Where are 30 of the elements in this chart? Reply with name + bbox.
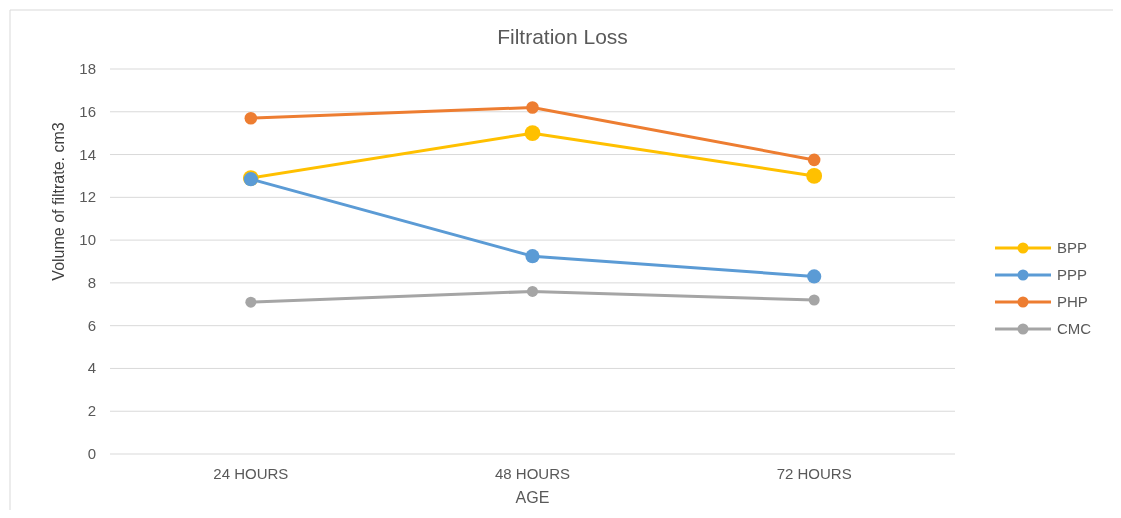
y-tick-label: 10 (79, 231, 96, 249)
x-tick-label: 24 HOURS (213, 465, 289, 482)
legend-label: PPP (1057, 266, 1088, 283)
y-tick-label: 16 (79, 102, 96, 120)
y-tick-label: 18 (79, 60, 96, 77)
point (807, 269, 822, 284)
y-tick-label: 6 (87, 316, 96, 334)
x-tick-label: 72 HOURS (776, 465, 852, 482)
point (525, 249, 540, 264)
point (806, 168, 823, 184)
legend-label: CMC (1057, 320, 1092, 337)
y-tick-label: 2 (87, 402, 96, 420)
point (527, 285, 538, 297)
y-tick-label: 0 (87, 445, 96, 462)
y-axis-title: Volume of filtrate. cm3 (50, 122, 67, 281)
y-tick-label: 12 (79, 188, 96, 206)
point (244, 111, 258, 125)
point (807, 153, 821, 167)
y-tick-label: 4 (87, 359, 96, 377)
x-tick-label: 48 HOURS (494, 465, 571, 482)
legend-label: PHP (1057, 293, 1088, 310)
point (245, 296, 257, 308)
chart-title: Filtration Loss (497, 25, 628, 48)
y-tick-label: 8 (87, 273, 96, 291)
y-tick-label: 14 (79, 145, 96, 163)
point (524, 125, 541, 142)
legend-label: BPP (1057, 239, 1088, 256)
point (808, 294, 820, 306)
x-axis-title: AGE (515, 489, 550, 506)
point (526, 101, 539, 114)
